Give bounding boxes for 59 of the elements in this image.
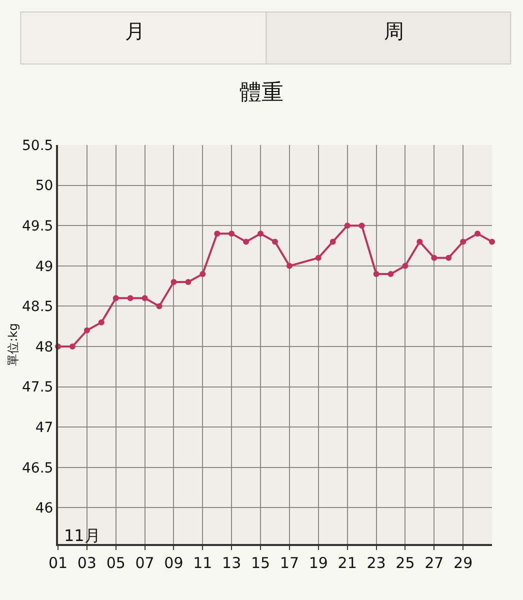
point (416, 238, 423, 245)
point (344, 222, 350, 229)
chart-title: 體重 (240, 80, 284, 106)
x-tick-label: 11 (193, 554, 212, 572)
x-tick-label: 23 (366, 554, 386, 572)
point (228, 230, 235, 237)
annotation: 11月 (64, 526, 100, 545)
point (185, 279, 192, 286)
point (98, 319, 104, 326)
point (112, 295, 119, 302)
x-tick-label: 17 (280, 554, 300, 572)
x-tick-label: 15 (250, 554, 270, 572)
point (446, 254, 452, 261)
point (127, 295, 134, 302)
y-tick-label: 49 (35, 258, 54, 275)
x-tick-label: 07 (135, 554, 154, 572)
point (170, 279, 177, 286)
y-tick-label: 46 (35, 500, 54, 517)
x-tick-label: 03 (77, 554, 96, 572)
point (373, 270, 380, 277)
point (69, 344, 76, 350)
x-tick-label: 29 (454, 554, 473, 572)
x-tick-label: 05 (106, 554, 126, 572)
x-tick-label: 13 (222, 554, 242, 572)
point (286, 262, 292, 269)
y-tick-label: 48 (35, 339, 54, 356)
point (358, 222, 365, 229)
y-tick-label: 47 (35, 420, 54, 436)
point (489, 238, 495, 245)
point (315, 254, 322, 261)
point (460, 238, 466, 245)
y-tick-label: 47.5 (22, 380, 54, 396)
y-tick-label: 49.5 (22, 218, 54, 235)
point (142, 295, 148, 302)
x-tick-label: 09 (164, 554, 184, 572)
x-tick-label: 21 (338, 554, 357, 572)
point (431, 254, 438, 261)
point (474, 230, 481, 237)
point (84, 327, 90, 334)
y-tick-label: 48.5 (22, 299, 54, 316)
point (258, 230, 264, 237)
point (272, 238, 278, 245)
x-tick-label: 25 (396, 554, 415, 572)
y-axis-title: 單位:kg (6, 323, 20, 366)
y-tick-label: 46.5 (22, 460, 54, 476)
point (402, 262, 408, 269)
x-tick-label: 19 (308, 554, 328, 572)
text: 月 (125, 19, 145, 43)
y-tick-label: 50 (35, 178, 54, 194)
point (200, 270, 206, 277)
x-tick-label: 27 (424, 554, 444, 572)
point (330, 238, 336, 245)
point (388, 270, 394, 277)
point (156, 303, 162, 310)
y-tick-label: 50.5 (22, 138, 54, 154)
point (214, 230, 220, 237)
text: 周 (384, 19, 404, 43)
point (243, 238, 250, 245)
x-tick-label: 01 (48, 554, 68, 572)
